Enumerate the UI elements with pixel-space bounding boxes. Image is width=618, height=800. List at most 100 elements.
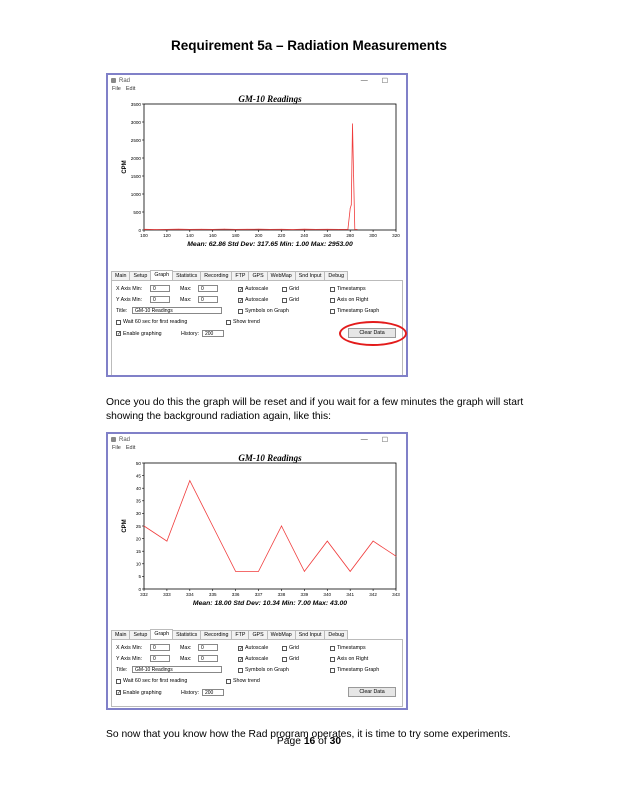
autoscale-y-checkbox[interactable]: ✓ xyxy=(238,656,244,663)
symbols-on-graph-label: Symbols on Graph xyxy=(245,667,289,673)
tab-gps[interactable]: GPS xyxy=(248,271,268,280)
app-icon xyxy=(111,78,116,83)
title-input[interactable]: GM-10 Readings xyxy=(132,666,222,673)
y-tick-label-4: 2000 xyxy=(131,156,142,161)
y-axis-min-input[interactable]: 0 xyxy=(150,296,170,303)
y-tick-label-6: 30 xyxy=(136,511,142,516)
tab-graph[interactable]: Graph xyxy=(150,629,174,638)
tab-main[interactable]: Main xyxy=(111,630,131,639)
x-max-label: Max: xyxy=(180,285,192,292)
title-input[interactable]: GM-10 Readings xyxy=(132,307,222,314)
timestamp-graph-checkbox[interactable] xyxy=(330,308,335,314)
tab-webmap[interactable]: WebMap xyxy=(266,271,296,280)
footer-prefix: Page xyxy=(276,736,304,747)
tab-recording[interactable]: Recording xyxy=(200,271,233,280)
data-point-16 xyxy=(326,228,328,230)
tab-setup[interactable]: Setup xyxy=(129,271,152,280)
chart-area: GM-10 Readings 0 5 10 15 20 25 30 35 40 45 50 332 333… xyxy=(108,453,406,621)
y-max-input[interactable]: 0 xyxy=(198,655,218,662)
menu-bar: File Edit xyxy=(108,445,406,453)
title-label: Title: xyxy=(116,307,128,314)
axis-on-right-checkbox[interactable] xyxy=(330,297,335,303)
tab-ftp[interactable]: FTP xyxy=(231,630,250,639)
y-axis-min-input[interactable]: 0 xyxy=(150,655,170,662)
symbols-on-graph-checkbox[interactable] xyxy=(238,308,243,314)
tab-debug[interactable]: Debug xyxy=(324,630,349,639)
enable-graphing-checkbox[interactable]: ✓ xyxy=(116,690,122,696)
grid-y-label: Grid xyxy=(289,656,300,662)
grid-y-checkbox[interactable] xyxy=(282,656,287,662)
y-tick-label-3: 15 xyxy=(136,549,142,554)
autoscale-x-checkbox[interactable]: ✓ xyxy=(238,645,244,652)
wait-60-row: Wait 60 sec for first reading xyxy=(116,678,187,684)
grid-x-label: Grid xyxy=(289,645,300,651)
data-point-8 xyxy=(235,229,236,230)
history-input[interactable]: 200 xyxy=(201,689,224,696)
menu-file[interactable]: File xyxy=(112,86,121,92)
x-tick-label-3: 160 xyxy=(209,233,217,238)
tab-snd-input[interactable]: Snd Input xyxy=(294,271,326,280)
minimize-button[interactable]: — xyxy=(360,76,368,84)
symbols-on-graph-checkbox[interactable] xyxy=(238,667,243,673)
show-trend-checkbox[interactable] xyxy=(226,319,231,325)
chart-title: GM-10 Readings xyxy=(238,94,302,104)
maximize-button[interactable]: ☐ xyxy=(381,77,388,85)
timestamps-row: Timestamps xyxy=(330,645,366,651)
menu-edit[interactable]: Edit xyxy=(125,86,136,92)
maximize-button[interactable]: ☐ xyxy=(381,436,388,444)
menu-edit[interactable]: Edit xyxy=(125,445,136,451)
clear-data-button[interactable]: Clear Data xyxy=(348,687,396,697)
y-tick-label-6: 3000 xyxy=(131,120,142,125)
x-tick-label-0: 100 xyxy=(140,233,148,238)
x-tick-label-7: 339 xyxy=(301,592,309,597)
title-row: Title: GM-10 Readings xyxy=(116,307,222,314)
x-axis-min-input[interactable]: 0 xyxy=(150,644,170,651)
menu-file[interactable]: File xyxy=(112,445,121,451)
x-max-input[interactable]: 0 xyxy=(198,644,218,651)
tab-statistics[interactable]: Statistics xyxy=(172,271,202,280)
tab-graph[interactable]: Graph xyxy=(150,270,174,279)
minimize-button[interactable]: — xyxy=(360,435,368,443)
tab-debug[interactable]: Debug xyxy=(324,271,349,280)
history-input[interactable]: 200 xyxy=(201,330,224,337)
timestamp-graph-checkbox[interactable] xyxy=(330,667,335,673)
menu-bar: File Edit xyxy=(108,86,406,94)
tab-snd-input[interactable]: Snd Input xyxy=(294,630,326,639)
tab-webmap[interactable]: WebMap xyxy=(266,630,296,639)
window-title: Rad xyxy=(119,77,131,84)
x-max-input[interactable]: 0 xyxy=(198,285,218,292)
y-max-input[interactable]: 0 xyxy=(198,296,218,303)
data-point-11 xyxy=(395,555,397,557)
wait-60-label: Wait 60 sec for first reading xyxy=(123,678,188,684)
show-trend-checkbox[interactable] xyxy=(226,678,231,684)
grid-x-checkbox[interactable] xyxy=(282,286,287,292)
timestamps-checkbox[interactable] xyxy=(330,286,335,292)
tab-setup[interactable]: Setup xyxy=(129,630,152,639)
tab-statistics[interactable]: Statistics xyxy=(172,630,202,639)
tab-ftp[interactable]: FTP xyxy=(231,271,250,280)
tab-main[interactable]: Main xyxy=(111,271,131,280)
axis-on-right-label: Axis on Right xyxy=(337,656,369,662)
graph-settings-panel: X Axis Min: 0 Max: 0 Y Axis Min: 0 Max: 0 Title:… xyxy=(111,639,403,707)
enable-graphing-checkbox[interactable]: ✓ xyxy=(116,331,122,337)
data-point-5 xyxy=(200,228,202,230)
history-label: History: xyxy=(181,330,199,337)
autoscale-x-checkbox[interactable]: ✓ xyxy=(238,286,244,293)
grid-x-checkbox[interactable] xyxy=(282,645,287,651)
wait-60-checkbox[interactable] xyxy=(116,678,121,684)
grid-y-checkbox[interactable] xyxy=(282,297,287,303)
x-tick-label-2: 140 xyxy=(186,233,194,238)
autoscale-y-checkbox[interactable]: ✓ xyxy=(238,297,244,304)
x-axis-min-input[interactable]: 0 xyxy=(150,285,170,292)
autoscale-y-row: ✓ Autoscale xyxy=(238,297,268,303)
data-point-24 xyxy=(355,229,357,230)
rad-window-screenshot-2: Rad — ☐ File Edit GM-10 Readings 0 5 10 15 20 25 30 3… xyxy=(106,432,408,710)
tab-recording[interactable]: Recording xyxy=(200,630,233,639)
grid-y-row: Grid xyxy=(282,656,299,662)
wait-60-checkbox[interactable] xyxy=(116,319,121,325)
y-tick-label-4: 20 xyxy=(136,536,142,541)
autoscale-y-label: Autoscale xyxy=(245,656,269,662)
tab-gps[interactable]: GPS xyxy=(248,630,268,639)
axis-on-right-checkbox[interactable] xyxy=(330,656,335,662)
timestamps-checkbox[interactable] xyxy=(330,645,335,651)
